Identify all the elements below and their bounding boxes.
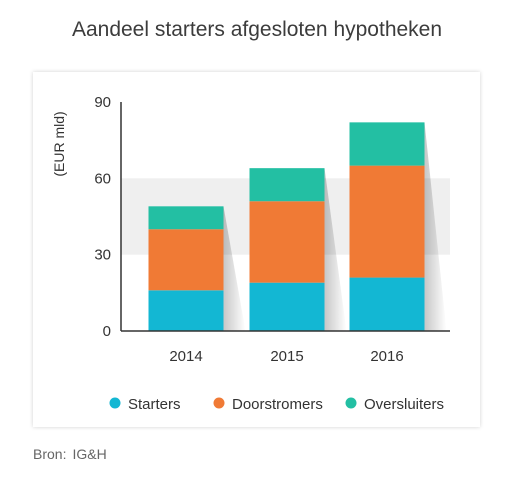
bar-shadow-2014 xyxy=(223,206,246,331)
chart-title: Aandeel starters afgesloten hypotheken xyxy=(71,18,443,41)
bar-oversluiters-2016 xyxy=(349,122,425,166)
legend: Starters Doorstromers Oversluiters xyxy=(109,396,444,413)
source-value: IG&H xyxy=(72,446,107,462)
y-tick-label: 30 xyxy=(94,247,111,264)
x-tick-labels: 2014 2015 2016 xyxy=(169,348,403,365)
bar-starters-2015 xyxy=(249,282,325,331)
bar-oversluiters-2014 xyxy=(148,206,224,230)
legend-item-starters: Starters xyxy=(109,396,181,413)
y-tick-labels: 0 30 60 90 xyxy=(94,94,111,340)
legend-label: Oversluiters xyxy=(364,396,444,413)
bars-group xyxy=(148,122,425,331)
y-tick-label: 0 xyxy=(103,323,111,340)
y-tick-label: 60 xyxy=(94,170,111,187)
bar-doorstromers-2014 xyxy=(148,229,224,291)
legend-marker-icon xyxy=(109,397,121,409)
bar-starters-2014 xyxy=(148,290,224,331)
legend-marker-icon xyxy=(345,397,357,409)
y-tick-label: 90 xyxy=(94,94,111,111)
bar-starters-2016 xyxy=(349,277,425,331)
legend-item-oversluiters: Oversluiters xyxy=(345,396,444,413)
y-axis-label: (EUR mld) xyxy=(51,111,67,176)
legend-label: Starters xyxy=(128,396,181,413)
source-label: Bron: xyxy=(33,446,67,462)
chart-card: 0 30 60 90 2014 2015 2016 (EUR mld) Starters D… xyxy=(33,72,480,427)
x-tick-label: 2016 xyxy=(370,348,403,365)
source-note: Bron: IG&H xyxy=(33,446,113,462)
legend-item-doorstromers: Doorstromers xyxy=(213,396,323,413)
chart-svg: 0 30 60 90 2014 2015 2016 (EUR mld) Starters D… xyxy=(51,94,450,413)
bar-shadow-2015 xyxy=(324,168,347,331)
x-tick-label: 2015 xyxy=(270,348,303,365)
bar-doorstromers-2015 xyxy=(249,201,325,283)
x-tick-label: 2014 xyxy=(169,348,202,365)
legend-marker-icon xyxy=(213,397,225,409)
bar-oversluiters-2015 xyxy=(249,168,325,202)
legend-label: Doorstromers xyxy=(232,396,323,413)
bar-doorstromers-2016 xyxy=(349,165,425,278)
